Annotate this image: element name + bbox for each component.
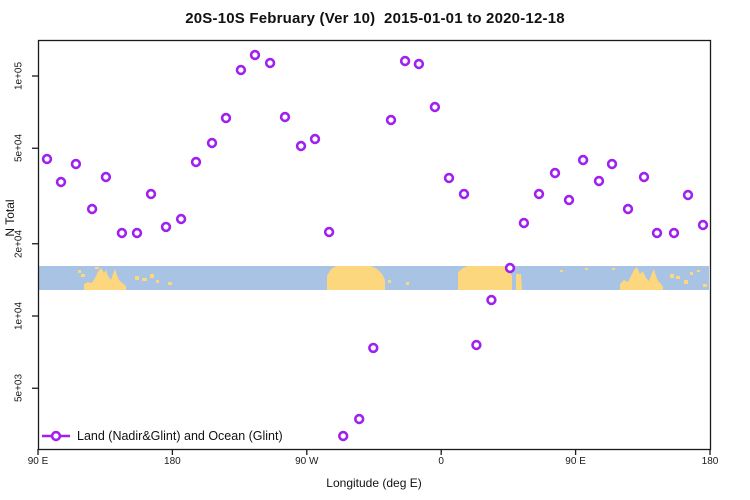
chart-title: 20S-10S February (Ver 10) 2015-01-01 to …: [185, 10, 565, 27]
x-tick-label: 180: [164, 456, 181, 467]
map-band-land-speckle: [388, 280, 391, 283]
data-point: [443, 172, 455, 184]
data-point: [323, 226, 335, 238]
map-band-land-speckle: [697, 270, 700, 272]
data-point: [368, 342, 379, 354]
map-band-land-speckle: [168, 282, 172, 285]
x-tick-label: 180: [701, 456, 719, 467]
data-point: [249, 49, 261, 61]
map-band-land-speckle: [690, 272, 693, 275]
map-band-land-speckle: [406, 282, 409, 285]
data-point: [279, 111, 291, 123]
data-point: [160, 221, 172, 233]
y-tick-label: 5e+03: [13, 374, 25, 403]
map-band-land: [620, 267, 663, 290]
y-tick-label: 1e+05: [13, 61, 25, 91]
map-band-land-speckle: [78, 270, 81, 273]
data-point: [563, 194, 575, 206]
data-point: [264, 57, 276, 69]
data-point: [504, 262, 516, 274]
map-band-land-speckle: [150, 274, 154, 278]
data-point: [622, 203, 634, 215]
data-point: [175, 213, 187, 225]
legend-marker-icon: [50, 430, 62, 442]
data-point: [486, 294, 497, 306]
data-point: [471, 339, 482, 351]
y-tick-label: 5e+04: [13, 134, 25, 163]
map-band-land-speckle: [142, 278, 147, 281]
data-point: [116, 227, 128, 239]
x-tick-label: 90 W: [295, 456, 319, 467]
data-point: [549, 167, 561, 179]
data-point: [70, 158, 82, 170]
data-point: [577, 154, 589, 166]
map-band-land-speckle: [612, 268, 615, 270]
data-point: [606, 158, 618, 170]
data-point: [100, 171, 112, 183]
x-tick-label: 0: [438, 456, 444, 467]
map-band-land-speckle: [560, 270, 563, 272]
data-point: [41, 153, 53, 165]
x-tick-label: 90 E: [565, 456, 586, 467]
data-point: [385, 114, 397, 126]
map-band-land-speckle: [676, 276, 680, 279]
map-band-land-speckle: [135, 276, 139, 280]
data-point: [206, 137, 218, 149]
data-point: [429, 101, 441, 113]
data-point: [131, 227, 143, 239]
data-point: [220, 112, 232, 124]
map-band-land-speckle: [670, 274, 674, 278]
map-band-land-speckle: [684, 280, 688, 284]
map-band-land: [458, 266, 512, 290]
data-point: [338, 430, 349, 442]
data-point: [399, 55, 411, 67]
map-band-land-speckle: [585, 268, 588, 270]
data-point: [309, 133, 321, 145]
x-tick-label: 90 E: [27, 456, 49, 467]
map-band-land: [516, 274, 522, 290]
y-tick-label: 1e+04: [13, 301, 25, 331]
x-axis-label: Longitude (deg E): [326, 476, 422, 490]
map-band-land-speckle: [156, 280, 159, 283]
data-point: [533, 188, 545, 200]
map-band-land-speckle: [81, 274, 85, 277]
data-point: [235, 64, 247, 76]
legend-label: Land (Nadir&Glint) and Ocean (Glint): [77, 429, 283, 443]
data-point: [295, 140, 307, 152]
map-band-land-speckle: [703, 284, 707, 287]
y-tick-label: 2e+04: [13, 229, 25, 258]
map-band-land-speckle: [95, 267, 99, 269]
data-point: [682, 189, 694, 201]
data-point: [668, 227, 680, 239]
plot-border: [37, 39, 712, 451]
data-point: [354, 413, 365, 425]
data-point: [86, 203, 98, 215]
data-point: [593, 175, 605, 187]
data-point: [518, 217, 530, 229]
data-point: [413, 58, 425, 70]
data-point: [145, 188, 157, 200]
data-point: [55, 176, 67, 188]
data-point: [651, 227, 663, 239]
data-point: [458, 188, 470, 200]
map-band-land: [84, 268, 126, 290]
data-point: [638, 171, 650, 183]
data-point: [190, 156, 202, 168]
map-band-land: [327, 266, 385, 290]
data-point: [697, 219, 709, 231]
